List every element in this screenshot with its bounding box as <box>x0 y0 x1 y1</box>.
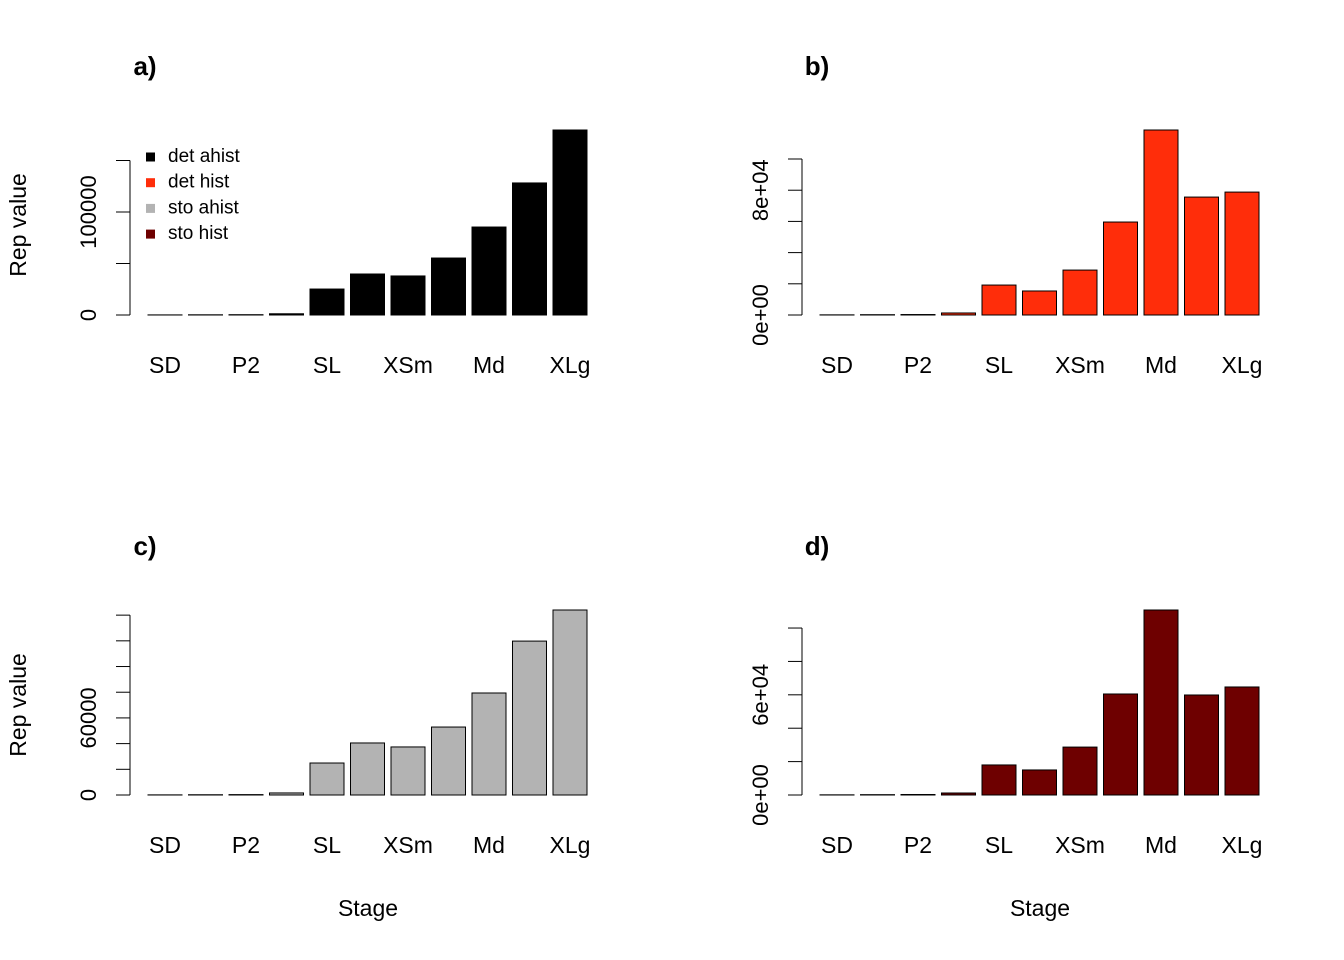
bar <box>350 742 385 796</box>
x-tick-label: P2 <box>232 832 260 858</box>
x-tick-label: XSm <box>383 832 433 858</box>
bar <box>1224 191 1260 316</box>
bar <box>1143 129 1179 316</box>
x-tick-label: SD <box>149 832 181 858</box>
bar <box>552 129 588 316</box>
y-axis-label: Rep value <box>5 653 31 757</box>
y-tick-label: 60000 <box>76 687 101 748</box>
bar <box>941 312 976 316</box>
x-tick-label: P2 <box>232 352 260 378</box>
x-tick-label: SL <box>313 352 341 378</box>
x-tick-label: P2 <box>904 832 932 858</box>
bar <box>941 792 976 796</box>
x-tick-label: XSm <box>1055 352 1105 378</box>
bar <box>431 257 466 316</box>
x-tick-label: SL <box>985 832 1013 858</box>
x-tick-label: SL <box>985 352 1013 378</box>
x-tick-label: Md <box>1145 352 1177 378</box>
bar <box>512 182 547 316</box>
y-tick-label: 6e+04 <box>748 664 773 726</box>
y-axis-label: Rep value <box>5 173 31 277</box>
x-tick-label: XLg <box>550 832 591 858</box>
legend-label: sto hist <box>168 223 229 244</box>
bar <box>900 793 936 796</box>
x-tick-label: Md <box>473 832 505 858</box>
x-tick-label: SD <box>149 352 181 378</box>
bar <box>1184 694 1219 796</box>
bar <box>390 275 426 316</box>
x-tick-label: SD <box>821 832 853 858</box>
y-tick-label: 100000 <box>76 175 101 248</box>
legend-swatch <box>146 178 155 188</box>
panel-title: b) <box>805 51 830 81</box>
bar <box>1224 686 1260 796</box>
bar <box>309 762 345 796</box>
bar <box>1143 609 1179 796</box>
x-tick-label: SL <box>313 832 341 858</box>
bar <box>269 792 304 796</box>
x-tick-label: XSm <box>383 352 433 378</box>
x-tick-label: Md <box>1145 832 1177 858</box>
bar <box>1184 196 1219 316</box>
x-axis-label: Stage <box>1010 895 1070 921</box>
x-tick-label: XLg <box>1222 832 1263 858</box>
bar <box>309 288 345 316</box>
x-tick-label: SD <box>821 352 853 378</box>
bar <box>552 609 588 796</box>
bar <box>1022 769 1057 796</box>
bar <box>512 640 547 796</box>
legend-swatch <box>146 229 155 239</box>
bar <box>1062 269 1098 316</box>
legend-label: det hist <box>168 172 230 193</box>
bar <box>350 273 385 316</box>
bar <box>431 726 466 796</box>
x-tick-label: XSm <box>1055 832 1105 858</box>
bar <box>981 284 1017 316</box>
panel-title: a) <box>133 51 156 81</box>
bar <box>981 764 1017 796</box>
legend-label: det ahist <box>168 146 241 167</box>
x-tick-label: P2 <box>904 352 932 378</box>
bar <box>269 313 304 316</box>
x-tick-label: XLg <box>550 352 591 378</box>
legend-label: sto ahist <box>168 197 239 218</box>
x-tick-label: Md <box>473 352 505 378</box>
legend-swatch <box>146 203 155 213</box>
y-tick-label: 0 <box>76 309 101 321</box>
panel-title: d) <box>805 531 830 561</box>
bar <box>471 226 507 316</box>
y-tick-label: 8e+04 <box>748 159 773 221</box>
panel-title: c) <box>133 531 156 561</box>
bar <box>471 692 507 796</box>
y-tick-label: 0e+00 <box>748 284 773 346</box>
bar <box>1103 221 1138 316</box>
bar <box>390 746 426 796</box>
y-tick-label: 0 <box>76 789 101 801</box>
bar <box>1022 290 1057 316</box>
bar <box>1062 746 1098 796</box>
bar <box>1103 693 1138 796</box>
x-tick-label: XLg <box>1222 352 1263 378</box>
x-axis-label: Stage <box>338 895 398 921</box>
legend-swatch <box>146 152 155 162</box>
y-tick-label: 0e+00 <box>748 764 773 826</box>
